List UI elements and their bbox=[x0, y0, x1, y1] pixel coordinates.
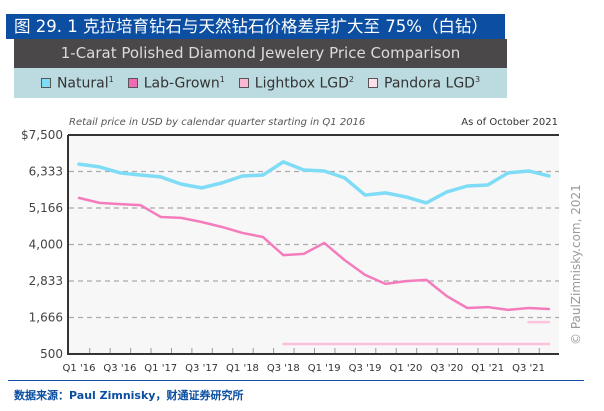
y-tick-label: 5,166 bbox=[29, 201, 63, 215]
y-tick-label: $7,500 bbox=[21, 128, 63, 142]
copyright-text: © PaulZimnisky.com, 2021 bbox=[569, 184, 583, 345]
legend: Natural1 Lab-Grown1 Lightbox LGD2 Pandor… bbox=[14, 68, 507, 98]
y-tick-label: 1,666 bbox=[29, 311, 63, 325]
x-tick-label: Q3 '20 bbox=[430, 363, 463, 374]
source-footer: 数据来源：Paul Zimnisky，财通证券研究所 bbox=[14, 389, 244, 402]
y-tick-label: 6,333 bbox=[29, 165, 63, 179]
legend-item-pandora: Pandora LGD3 bbox=[368, 74, 481, 92]
series-line-natural bbox=[77, 160, 551, 205]
y-tick-label: 4,000 bbox=[29, 238, 63, 252]
x-tick-label: Q1 '20 bbox=[390, 363, 423, 374]
legend-item-lightbox: Lightbox LGD2 bbox=[238, 74, 355, 92]
legend-swatch-lab-grown bbox=[127, 78, 138, 88]
legend-item-lab-grown: Lab-Grown1 bbox=[127, 74, 225, 92]
x-tick-label: Q1 '18 bbox=[226, 363, 259, 374]
grid-lines bbox=[69, 170, 559, 319]
legend-label-natural: Natural1 bbox=[56, 74, 114, 92]
x-tick-label: Q3 '19 bbox=[349, 363, 382, 374]
legend-item-natural: Natural1 bbox=[40, 74, 114, 92]
line-chart: Retail price in USD by calendar quarter … bbox=[21, 117, 583, 374]
x-tick-label: Q3 '17 bbox=[185, 363, 218, 374]
x-tick-label: Q3 '21 bbox=[512, 363, 545, 374]
y-tick-label: 2,833 bbox=[29, 274, 63, 288]
chart-subtitle: Retail price in USD by calendar quarter … bbox=[69, 117, 365, 128]
figure-title: 图 29. 1 克拉培育钻石与天然钻石价格差异扩大至 75%（白钻） bbox=[6, 14, 505, 39]
legend-label-pandora: Pandora LGD3 bbox=[384, 74, 481, 92]
y-axis-ticks: 500 1,666 2,833 4,000 5,166 6,333 $7,500 bbox=[21, 128, 63, 361]
x-tick-label: Q1 '19 bbox=[308, 363, 341, 374]
chart-title: 1-Carat Polished Diamond Jewelery Price … bbox=[14, 39, 507, 68]
x-tick-label: Q3 '16 bbox=[103, 363, 136, 374]
x-tick-label: Q1 '16 bbox=[63, 363, 96, 374]
legend-swatch-lightbox bbox=[238, 78, 249, 88]
x-tick-label: Q1 '21 bbox=[471, 363, 504, 374]
x-tick-label: Q3 '18 bbox=[267, 363, 300, 374]
series-lines bbox=[77, 160, 551, 346]
as-of-annotation: As of October 2021 bbox=[461, 117, 558, 128]
x-tick-label: Q1 '17 bbox=[144, 363, 177, 374]
legend-label-lightbox: Lightbox LGD2 bbox=[254, 74, 355, 92]
series-line-lab-grown bbox=[77, 196, 551, 312]
y-tick-label: 500 bbox=[40, 347, 63, 361]
legend-label-lab-grown: Lab-Grown1 bbox=[143, 74, 225, 92]
footer-divider bbox=[8, 380, 584, 381]
legend-swatch-natural bbox=[40, 78, 51, 88]
legend-swatch-pandora bbox=[368, 78, 379, 88]
